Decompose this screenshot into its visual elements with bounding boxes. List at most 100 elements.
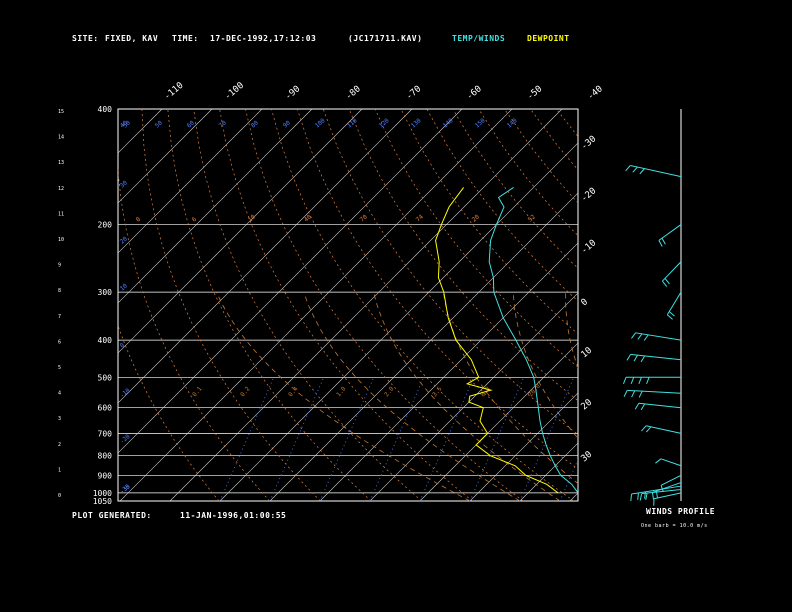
wind-barb-feather <box>658 240 663 247</box>
theta-label: 50 <box>122 119 132 129</box>
plot-frame <box>117 108 579 502</box>
wind-barb-feather <box>646 377 650 385</box>
mixing-ratio-line <box>469 377 525 501</box>
mixing-ratio-line <box>369 377 425 501</box>
dry-adiabat-line <box>504 109 578 204</box>
wind-barb-feather <box>637 333 643 340</box>
wind-barb-feather <box>630 493 633 502</box>
left-theta-label: 30 <box>119 179 129 189</box>
wind-barb-shaft <box>658 224 682 241</box>
theta-label: 50 <box>154 119 164 129</box>
mixing-ratio-line <box>519 377 575 501</box>
pressure-tick-label: 800 <box>98 452 113 461</box>
dry-adiabat-line <box>374 109 578 368</box>
left-theta-label: 0 <box>119 342 127 350</box>
top-temperature-label: -80 <box>344 84 363 102</box>
height-tick-label: 1 <box>58 467 61 473</box>
wind-barb-feather <box>641 425 647 432</box>
height-tick-label: 5 <box>58 365 61 371</box>
pressure-tick-label: 200 <box>98 221 113 230</box>
height-tick-label: 2 <box>58 442 61 448</box>
wind-barb-feather <box>661 237 666 245</box>
dry-adiabat-label: 52 <box>527 213 537 223</box>
wind-barb-feather <box>633 354 639 362</box>
height-tick-label: 7 <box>58 314 61 320</box>
mixing-ratio-label: 2.0 <box>383 385 396 398</box>
site-label: SITE: <box>72 34 99 43</box>
isotherm-line <box>118 109 213 204</box>
mixing-ratio-line <box>319 377 375 501</box>
moist-adiabat-line <box>303 292 521 501</box>
isotherm-line <box>118 109 463 454</box>
left-theta-label: 10 <box>119 282 129 292</box>
dry-adiabat-line <box>219 109 473 501</box>
height-tick-label: 0 <box>58 493 61 499</box>
wind-barb-feather <box>655 458 662 464</box>
dry-adiabat-line <box>141 109 321 501</box>
theta-label: 110 <box>346 117 359 130</box>
wind-barb-feather <box>662 280 668 287</box>
dewpoint-profile-line <box>435 187 559 494</box>
moist-adiabat-line <box>512 292 578 439</box>
dry-adiabat-line <box>271 109 575 501</box>
wind-barb-shaft <box>641 489 682 495</box>
time-value: 17-DEC-1992,17:12:03 <box>210 34 317 43</box>
wind-barb-feather <box>651 492 654 500</box>
pressure-tick-label: 700 <box>98 429 113 438</box>
wind-barb-shaft <box>635 332 682 341</box>
wind-barb-shaft <box>631 485 682 495</box>
right-temperature-label: 10 <box>580 346 595 361</box>
top-temperature-label: -100 <box>223 81 246 103</box>
left-theta-label: -10 <box>119 387 132 400</box>
isotherm-line <box>0 109 112 501</box>
wind-barb-shaft <box>653 492 682 500</box>
pressure-tick-label: 600 <box>98 404 113 413</box>
isotherm-line <box>118 109 263 254</box>
isotherm-line <box>169 109 563 501</box>
mixing-ratio-line <box>559 458 578 501</box>
height-tick-label: 8 <box>58 288 61 294</box>
dry-adiabat-line <box>764 109 792 501</box>
wind-barb-feather <box>639 168 645 175</box>
dry-adiabat-line <box>426 109 578 302</box>
wind-barb-shaft <box>660 458 682 467</box>
wind-barb-feather <box>630 377 635 385</box>
wind-barb-feather <box>668 311 675 317</box>
mixing-ratio-label: 1.0 <box>335 385 348 398</box>
wind-barb-feather <box>622 377 627 385</box>
dry-adiabat-line <box>400 109 578 335</box>
isotherm-line <box>269 192 578 501</box>
top-temperature-label: -60 <box>465 84 484 102</box>
moist-adiabat-line <box>373 292 561 501</box>
legend-temp-winds: TEMP/WINDS <box>452 34 506 43</box>
dry-adiabat-line <box>738 109 792 501</box>
pressure-tick-label: 1050 <box>93 497 112 506</box>
theta-label: 100 <box>314 117 327 130</box>
plot-generated-label: PLOT GENERATED: <box>72 511 152 520</box>
dry-adiabat-label: 74 <box>415 213 425 223</box>
top-temperature-label: -70 <box>405 84 424 102</box>
dry-adiabat-label: 10 <box>247 213 257 223</box>
dry-adiabat-label: 40 <box>303 213 313 223</box>
dry-adiabat-line <box>660 109 792 501</box>
wind-barb-shaft <box>660 474 682 486</box>
right-temperature-label: 30 <box>580 450 595 465</box>
isotherm-line <box>119 109 513 501</box>
dry-adiabat-line <box>193 109 423 501</box>
wind-barb-feather <box>644 491 646 499</box>
height-tick-label: 14 <box>58 135 64 141</box>
wind-barb-feather <box>639 493 643 501</box>
dry-adiabat-line <box>478 109 578 237</box>
isotherm-line <box>469 392 578 501</box>
theta-label: 140 <box>506 117 519 130</box>
moist-adiabat-line <box>442 292 578 485</box>
wind-barb-feather <box>660 485 664 493</box>
wind-barb-shaft <box>627 389 682 394</box>
isotherm-line <box>720 109 792 501</box>
dry-adiabat-line <box>530 109 578 171</box>
height-tick-label: 10 <box>58 237 64 243</box>
wind-barb-feather <box>655 490 658 499</box>
top-temperature-label: -40 <box>586 84 605 102</box>
height-tick-label: 13 <box>58 160 64 166</box>
height-tick-label: 15 <box>58 109 64 115</box>
